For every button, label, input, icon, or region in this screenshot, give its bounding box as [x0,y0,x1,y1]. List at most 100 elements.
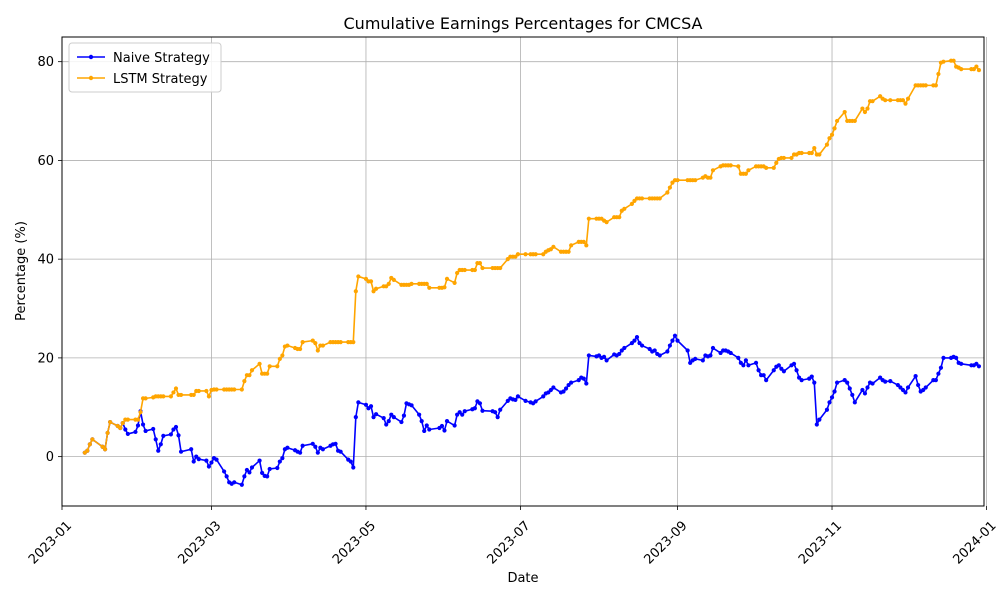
data-point [870,381,875,386]
data-point [852,400,857,405]
data-point [320,447,325,452]
data-point [224,474,229,479]
data-point [675,178,680,183]
data-point [776,363,781,368]
data-point [693,356,698,361]
data-point [883,379,888,384]
data-point [827,136,832,141]
data-point [138,410,143,415]
data-point [850,392,855,398]
legend: Naive Strategy LSTM Strategy [68,42,222,93]
data-point [442,428,447,433]
data-point [452,423,457,428]
y-tick-label: 60 [37,154,54,169]
data-point [442,285,447,290]
data-point [569,243,574,248]
data-point [824,142,830,147]
data-point [232,387,237,392]
data-point [247,373,252,378]
plot-frame [61,36,985,507]
data-point [617,351,622,357]
data-point [632,338,637,343]
data-point [814,422,819,427]
data-point [951,58,956,63]
data-point [941,355,946,360]
data-point [455,270,460,276]
data-point [812,145,817,151]
data-point [242,474,247,479]
data-point [667,343,673,348]
data-point [842,109,847,115]
data-point [315,450,320,455]
data-point [90,437,95,442]
data-point [191,392,196,398]
data-point [249,368,255,373]
data-point [495,415,500,420]
data-point [764,378,769,383]
data-point [834,118,840,124]
data-point [657,196,662,201]
data-point [417,412,422,417]
data-point [427,285,432,290]
data-point [422,428,427,434]
data-point [143,428,148,434]
data-point [601,354,607,360]
data-point [533,399,538,404]
data-point [168,394,174,399]
data-point [206,394,212,399]
data-point [108,419,113,425]
data-point [156,448,161,453]
data-point [315,348,320,353]
data-point [976,364,982,369]
data-point [298,450,303,455]
data-point [204,388,209,394]
data-point [781,155,787,161]
data-point [672,333,678,338]
legend-box [68,42,222,93]
data-point [812,380,817,385]
data-point [222,469,227,474]
data-point [135,417,141,422]
data-point [493,410,498,415]
data-point [353,415,358,420]
data-point [675,338,680,343]
data-point [135,423,141,428]
data-point [424,281,429,286]
data-point [774,160,779,165]
data-point [708,353,713,358]
data-point [900,98,906,103]
data-point [551,244,556,249]
data-point [373,286,379,291]
data-point [916,382,921,388]
data-point [353,289,358,294]
data-point [368,404,374,409]
data-point [391,277,396,282]
data-point [515,252,521,257]
data-point [409,281,414,286]
data-point [351,340,356,345]
data-point [622,206,627,211]
legend-marker-naive [88,54,94,60]
data-point [338,449,343,454]
data-point [959,361,964,366]
data-point [905,385,911,390]
data-point [827,400,832,405]
data-point [424,423,429,428]
data-point [761,373,766,378]
data-point [209,460,214,465]
data-point [232,480,237,485]
data-point [523,398,528,403]
data-point [275,364,280,369]
data-point [161,394,166,399]
data-point [452,280,457,285]
data-point [313,340,318,346]
data-point [85,448,90,453]
data-point [665,190,670,195]
data-point [581,376,586,381]
data-point [401,413,407,418]
data-point [427,427,432,432]
data-point [477,261,483,266]
data-point [513,397,518,402]
y-axis-ticks: 0 20 40 60 80 [37,55,62,465]
